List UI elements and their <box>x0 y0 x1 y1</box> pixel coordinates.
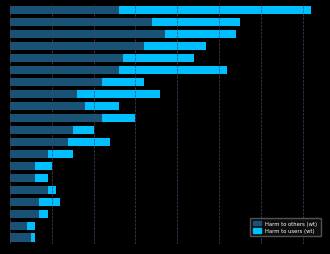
Bar <box>39 198 60 206</box>
Bar <box>31 234 35 242</box>
Bar <box>10 162 35 170</box>
Bar <box>10 174 35 182</box>
Bar <box>10 102 85 111</box>
Bar <box>10 55 123 63</box>
Bar <box>35 174 48 182</box>
Bar <box>10 186 48 194</box>
Bar <box>10 198 39 206</box>
Bar <box>85 102 118 111</box>
Bar <box>10 19 152 27</box>
Bar <box>10 150 48 158</box>
Bar <box>10 31 165 39</box>
Bar <box>10 114 102 123</box>
Bar <box>165 31 236 39</box>
Bar <box>152 19 240 27</box>
Bar <box>118 67 227 75</box>
Bar <box>27 222 35 230</box>
Bar <box>10 234 31 242</box>
Bar <box>48 150 73 158</box>
Legend: Harm to others (wt), Harm to users (wt): Harm to others (wt), Harm to users (wt) <box>250 218 321 236</box>
Bar <box>10 78 102 87</box>
Bar <box>68 138 110 147</box>
Bar <box>39 210 48 218</box>
Bar <box>48 186 56 194</box>
Bar <box>102 114 135 123</box>
Bar <box>144 43 206 51</box>
Bar <box>10 126 73 135</box>
Bar <box>102 78 144 87</box>
Bar <box>73 126 93 135</box>
Bar <box>123 55 194 63</box>
Bar <box>10 67 118 75</box>
Bar <box>118 7 311 15</box>
Bar <box>35 162 52 170</box>
Bar <box>10 7 118 15</box>
Bar <box>10 43 144 51</box>
Bar <box>10 222 27 230</box>
Bar <box>10 138 68 147</box>
Bar <box>10 210 39 218</box>
Bar <box>10 90 77 99</box>
Bar <box>77 90 160 99</box>
